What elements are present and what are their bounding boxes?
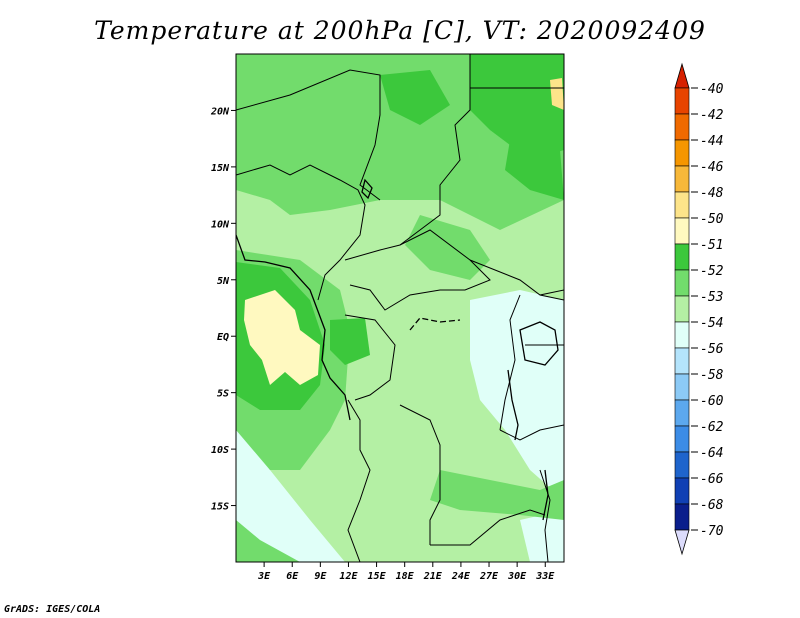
lat-tick-label: 15S: [211, 502, 229, 513]
border-congo-drc: [344, 314, 396, 401]
colorbar-label: -70: [700, 524, 724, 539]
colorbar-segment: [674, 243, 690, 271]
lon-tick-label: 12E: [339, 571, 358, 582]
map-title: Temperature at 200hPa [C], VT: 202009240…: [94, 16, 706, 45]
colorbar-label: -58: [700, 368, 724, 383]
lon-tick-label: 15E: [368, 571, 387, 582]
colorbar-label: -51: [700, 238, 723, 253]
colorbar-label: -42: [700, 108, 724, 123]
lake-tanganyika: [507, 369, 519, 441]
colorbar-segment: [674, 373, 690, 401]
lat-tick-label: 20N: [210, 106, 230, 117]
grads-credit: GrADS: IGES/COLA: [4, 604, 101, 615]
colorbar-segment: [674, 347, 690, 375]
colorbar-segment: [674, 269, 690, 297]
lon-tick-label: 9E: [314, 571, 327, 582]
field-south-56: [520, 510, 564, 562]
longitude-axis: 3E 6E 9E 12E 15E 18E 21E 24E 27E 30E 33E: [257, 562, 555, 582]
lon-tick-label: 3E: [257, 571, 271, 582]
field-sw-53: [236, 520, 300, 562]
colorbar-segment: [674, 165, 690, 193]
field-south-53: [430, 470, 564, 520]
colorbar-segment: [674, 139, 690, 167]
lat-tick-label: 5S: [217, 389, 229, 400]
latitude-axis: 20N 15N 10N 5N EQ 5S 10S 15S: [210, 106, 236, 513]
colorbar-label: -56: [700, 342, 724, 357]
colorbar-label: -50: [700, 212, 724, 227]
border-drc-east: [499, 294, 521, 431]
colorbar-segment: [674, 113, 690, 141]
field-center-53: [405, 215, 490, 280]
lon-tick-label: 6E: [286, 571, 299, 582]
colorbar-segment: [674, 191, 690, 219]
field-e-52: [505, 140, 564, 200]
lat-tick-label: 10S: [211, 445, 229, 456]
lat-tick-label: 10N: [211, 219, 230, 230]
colorbar: -40 -42 -44 -46 -48 -50 -51 -52 -53 -54 -56 -58 -60 -…: [674, 62, 724, 556]
colorbar-label: -44: [700, 134, 723, 149]
coast-gulf-of-guinea: [236, 234, 351, 421]
field-c-52: [330, 318, 370, 365]
colorbar-segment: [674, 503, 690, 531]
colorbar-label: -52: [700, 264, 724, 279]
colorbar-bottom-arrow: [674, 529, 690, 556]
colorbar-top-arrow: [674, 62, 690, 89]
border-car: [344, 229, 491, 311]
border-malawi: [539, 469, 551, 562]
lon-tick-label: 27E: [479, 571, 499, 582]
colorbar-label: -66: [700, 472, 724, 487]
colorbar-segment: [674, 87, 690, 115]
lat-tick-label: 5N: [217, 276, 230, 287]
border-niger-chad: [236, 69, 381, 201]
colorbar-segment: [674, 217, 690, 245]
colorbar-label: -54: [700, 316, 723, 331]
border-tanzania: [499, 424, 564, 441]
lon-tick-label: 24E: [451, 571, 471, 582]
border-sudan-south: [469, 87, 564, 301]
field-w-51: [244, 290, 320, 385]
colorbar-segment: [674, 477, 690, 505]
border-nigeria-cameroon: [236, 164, 366, 301]
colorbar-label: -62: [700, 420, 724, 435]
coastline: [236, 178, 559, 521]
lat-tick-label: 15N: [211, 163, 230, 174]
map-frame: [235, 53, 565, 563]
colorbar-segment: [674, 425, 690, 453]
colorbar-label: -40: [700, 82, 724, 97]
lake-victoria: [519, 321, 559, 366]
lon-tick-label: 18E: [396, 571, 415, 582]
river-congo: [409, 317, 461, 331]
field-east-56: [470, 290, 564, 500]
lon-tick-label: 33E: [535, 571, 555, 582]
colorbar-segment: [674, 451, 690, 479]
field-sw-56: [236, 420, 345, 562]
colorbar-segment: [674, 321, 690, 349]
temperature-field: [236, 54, 564, 562]
border-angola-zambia: [399, 404, 441, 545]
border-zambia-south: [430, 509, 546, 546]
lon-tick-label: 30E: [507, 571, 527, 582]
colorbar-segment: [674, 295, 690, 323]
border-angola: [347, 399, 371, 562]
colorbar-label: -68: [700, 498, 724, 513]
colorbar-label: -60: [700, 394, 724, 409]
colorbar-label: -53: [700, 290, 723, 305]
field-ne-50: [550, 78, 564, 110]
colorbar-label: -64: [700, 446, 723, 461]
colorbar-label: -48: [700, 186, 724, 201]
lon-tick-label: 21E: [423, 571, 443, 582]
border-chad-sudan: [399, 54, 471, 246]
colorbar-segment: [674, 399, 690, 427]
field-n-52: [380, 70, 450, 125]
lat-tick-label: EQ: [217, 332, 229, 343]
country-borders: [236, 54, 564, 562]
lake-chad: [361, 178, 373, 200]
field-ne-52: [470, 54, 564, 160]
lake-malawi: [542, 469, 549, 521]
colorbar-label: -46: [700, 160, 724, 175]
